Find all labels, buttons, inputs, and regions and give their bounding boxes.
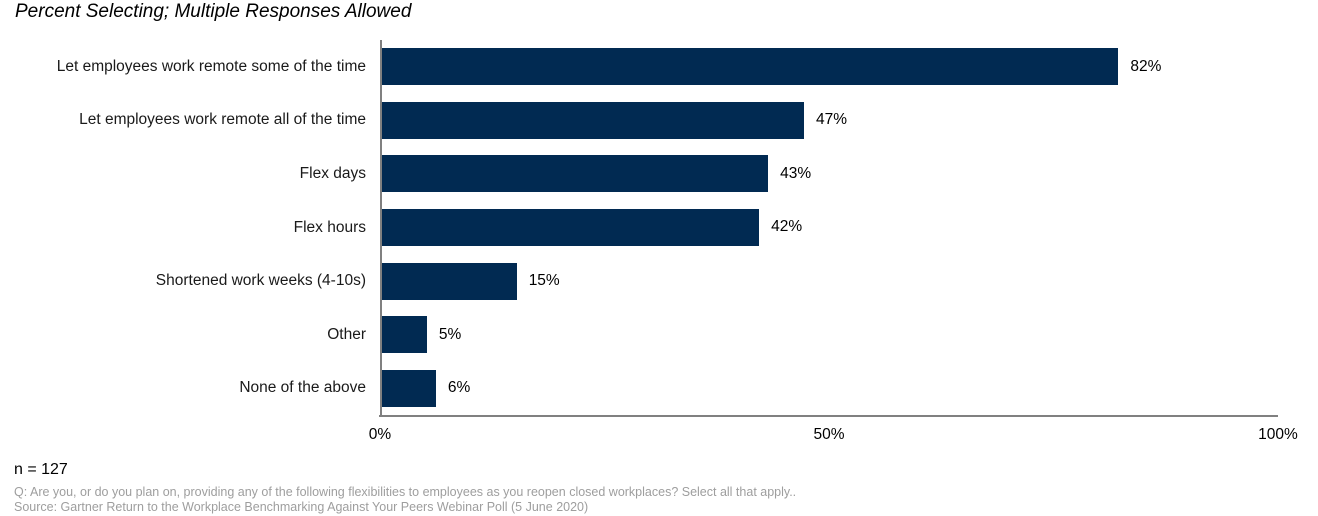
chart-row: Shortened work weeks (4-10s) 15%	[0, 254, 1318, 308]
value-label: 47%	[816, 111, 848, 129]
sample-size-label: n = 127	[14, 461, 68, 478]
bar-track: 82%	[382, 48, 1318, 86]
chart-row: Let employees work remote some of the ti…	[0, 40, 1318, 94]
plot-rows: Let employees work remote some of the ti…	[0, 40, 1318, 415]
category-label: Flex days	[299, 165, 366, 182]
bar	[382, 369, 436, 407]
plot-area: Let employees work remote some of the ti…	[0, 40, 1318, 417]
value-label: 43%	[780, 164, 812, 182]
bar-track: 5%	[382, 316, 1318, 354]
chart-row: None of the above 6%	[0, 361, 1318, 415]
chart-title: Percent Selecting; Multiple Responses Al…	[15, 1, 412, 22]
y-axis-line	[380, 40, 382, 417]
bar	[382, 155, 769, 193]
bar	[382, 48, 1119, 86]
category-label: Let employees work remote all of the tim…	[79, 111, 366, 129]
bar-track: 47%	[382, 101, 1318, 139]
chart-row: Other 5%	[0, 308, 1318, 362]
category-label: Other	[327, 325, 366, 343]
x-axis-line	[379, 415, 1278, 417]
category-label: Flex hours	[293, 218, 366, 236]
bar-track: 42%	[382, 208, 1318, 246]
question-note: Q: Are you, or do you plan on, providing…	[14, 485, 797, 499]
bar-track: 6%	[382, 369, 1318, 407]
x-axis-ticks: 0% 50% 100%	[369, 426, 1298, 446]
source-note: Source: Gartner Return to the Workplace …	[14, 500, 589, 514]
value-label: 15%	[528, 272, 560, 290]
bar-track: 15%	[382, 262, 1318, 300]
category-label: None of the above	[239, 379, 366, 397]
chart-row: Flex hours 42%	[0, 201, 1318, 255]
x-tick-label: 50%	[813, 426, 845, 443]
bar	[382, 208, 760, 246]
value-label: 5%	[438, 325, 462, 343]
x-tick-label: 100%	[1258, 426, 1298, 443]
bar	[382, 316, 427, 354]
bar-track: 43%	[382, 155, 1318, 193]
category-label: Let employees work remote some of the ti…	[56, 57, 366, 75]
value-label: 82%	[1130, 57, 1162, 75]
value-label: 6%	[447, 379, 471, 397]
bar	[382, 262, 517, 300]
value-label: 42%	[771, 218, 803, 236]
x-tick-label: 0%	[368, 426, 392, 443]
chart-row: Flex days 43%	[0, 147, 1318, 201]
chart-row: Let employees work remote all of the tim…	[0, 94, 1318, 148]
bar	[382, 101, 805, 139]
category-label: Shortened work weeks (4-10s)	[155, 272, 366, 290]
